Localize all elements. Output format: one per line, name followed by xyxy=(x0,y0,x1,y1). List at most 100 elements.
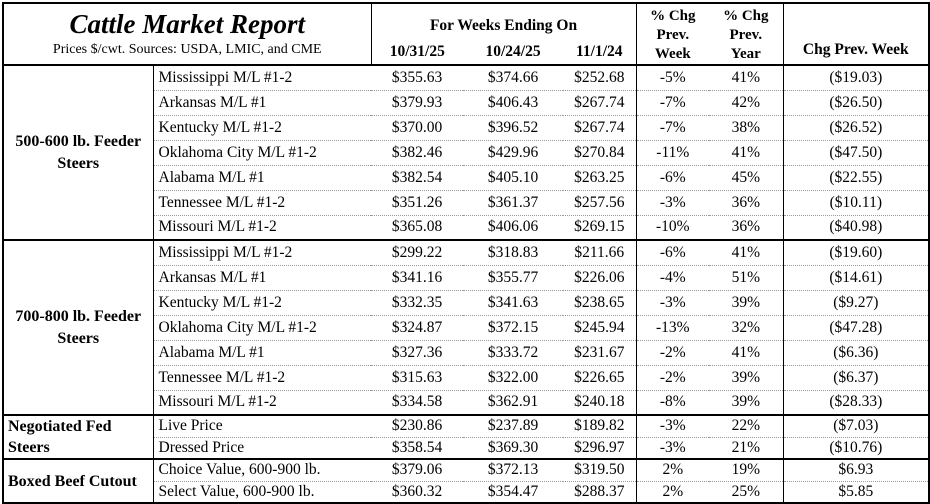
item-label: Mississippi M/L #1-2 xyxy=(153,239,372,265)
price-prev-year: $240.18 xyxy=(563,389,637,415)
price-prev-year: $238.65 xyxy=(563,289,637,315)
pct-chg-prev-year: 45% xyxy=(709,164,784,190)
price-current-week: $324.87 xyxy=(371,314,464,340)
price-prev-week: $333.72 xyxy=(463,339,564,365)
chg-prev-week: ($22.55) xyxy=(782,164,930,190)
pct-chg-prev-year: 41% xyxy=(709,339,784,365)
chg-prev-week: ($7.03) xyxy=(782,413,930,438)
price-prev-year: $189.82 xyxy=(563,413,637,438)
pct-chg-prev-week: -2% xyxy=(635,339,710,365)
chg-prev-week: ($19.03) xyxy=(782,64,930,90)
price-current-week: $315.63 xyxy=(371,364,464,390)
item-label: Missouri M/L #1-2 xyxy=(153,389,372,415)
price-prev-week: $237.89 xyxy=(463,413,564,438)
pct-chg-prev-year: 39% xyxy=(709,389,784,415)
pct-chg-prev-week: -4% xyxy=(635,264,710,290)
price-prev-week: $318.83 xyxy=(463,239,564,265)
price-prev-week: $372.15 xyxy=(463,314,564,340)
table-row: Kentucky M/L #1-2 $370.00 $396.52 $267.74 -7… xyxy=(3,114,930,140)
table-row: Tennessee M/L #1-2 $351.26 $361.37 $257.56-… xyxy=(3,189,930,215)
pct-chg-prev-week: -3% xyxy=(635,413,710,438)
pct-chg-week-line3: Week xyxy=(654,46,691,62)
price-prev-year: $252.68 xyxy=(563,64,637,90)
table-row: Alabama M/L #1 $327.36 $333.72 $231.67 -2% 41… xyxy=(3,339,930,365)
weeks-ending-header: For Weeks Ending On xyxy=(429,16,578,34)
chg-prev-week: ($6.37) xyxy=(782,364,930,390)
item-label: Kentucky M/L #1-2 xyxy=(153,114,372,140)
chg-prev-week: ($26.50) xyxy=(782,89,930,115)
date-column-1: 10/31/25 xyxy=(389,42,445,60)
chg-prev-week: ($26.52) xyxy=(782,114,930,140)
group-label: Boxed Beef Cutout xyxy=(3,458,154,504)
price-prev-week: $355.77 xyxy=(463,264,564,290)
item-label: Kentucky M/L #1-2 xyxy=(153,289,372,315)
report-title: Cattle Market Report xyxy=(69,9,306,39)
price-prev-year: $226.06 xyxy=(563,264,637,290)
chg-prev-week: ($47.50) xyxy=(782,139,930,165)
table-row: Dressed Price $358.54 $369.30 $296.97 -3% 21%… xyxy=(3,436,930,460)
price-prev-week: $322.00 xyxy=(463,364,564,390)
item-label: Select Value, 600-900 lb. xyxy=(153,480,372,504)
price-prev-week: $361.37 xyxy=(463,189,564,215)
pct-chg-prev-week: -13% xyxy=(635,314,710,340)
item-label: Oklahoma City M/L #1-2 xyxy=(153,314,372,340)
pct-chg-prev-week: 2% xyxy=(635,480,710,504)
price-prev-year: $296.97 xyxy=(563,436,637,460)
price-current-week: $358.54 xyxy=(371,436,464,460)
table-row: 500-600 lb. Feeder Steers Mississippi M/L… xyxy=(3,64,930,240)
report-body: 500-600 lb. Feeder Steers Mississippi M/L… xyxy=(3,64,930,504)
pct-chg-prev-year: 39% xyxy=(709,289,784,315)
table-row: Alabama M/L #1 $382.54 $405.10 $263.25 -6% 45… xyxy=(3,164,930,190)
table-row: Arkansas M/L #1 $341.16 $355.77 $226.06 -4% 5… xyxy=(3,264,930,290)
chg-prev-week: ($28.33) xyxy=(782,389,930,415)
group-label: 500-600 lb. Feeder Steers xyxy=(3,64,154,240)
chg-prev-week: $6.93 xyxy=(782,458,930,482)
group-label: Negotiated Fed Steers xyxy=(3,413,154,460)
item-label: Choice Value, 600-900 lb. xyxy=(153,458,372,482)
pct-chg-prev-week: -8% xyxy=(635,389,710,415)
price-prev-week: $374.66 xyxy=(463,64,564,90)
pct-chg-prev-year: 42% xyxy=(709,89,784,115)
price-current-week: $334.58 xyxy=(371,389,464,415)
item-label: Oklahoma City M/L #1-2 xyxy=(153,139,372,165)
table-row: Kentucky M/L #1-2 $332.35 $341.63 $238.65 -3… xyxy=(3,289,930,315)
pct-chg-prev-week: -11% xyxy=(635,139,710,165)
pct-chg-prev-year: 36% xyxy=(709,214,784,240)
table-row: Oklahoma City M/L #1-2 $324.87 $372.15 $245… xyxy=(3,314,930,340)
pct-chg-prev-week-header: % Chg Prev. Week xyxy=(635,3,710,65)
pct-chg-prev-year: 19% xyxy=(709,458,784,482)
pct-chg-prev-week: -7% xyxy=(635,114,710,140)
price-prev-week: $354.47 xyxy=(463,480,564,504)
item-label: Mississippi M/L #1-2 xyxy=(153,64,372,90)
chg-prev-week: ($10.76) xyxy=(782,436,930,460)
price-prev-week: $369.30 xyxy=(463,436,564,460)
price-prev-year: $319.50 xyxy=(563,458,637,482)
price-current-week: $327.36 xyxy=(371,339,464,365)
pct-chg-prev-year: 39% xyxy=(709,364,784,390)
pct-chg-prev-year: 41% xyxy=(709,239,784,265)
pct-chg-year-line1: % Chg xyxy=(723,8,769,24)
chg-prev-week: ($19.60) xyxy=(782,239,930,265)
pct-chg-prev-year: 41% xyxy=(709,139,784,165)
chg-prev-week: ($9.27) xyxy=(782,289,930,315)
group-label: 700-800 lb. Feeder Steers xyxy=(3,239,154,415)
price-prev-year: $257.56 xyxy=(563,189,637,215)
table-row: Boxed Beef Cutout Choice Value, 600-900 l… xyxy=(3,458,930,504)
price-prev-week: $406.43 xyxy=(463,89,564,115)
price-current-week: $379.06 xyxy=(371,458,464,482)
item-label: Missouri M/L #1-2 xyxy=(153,214,372,240)
pct-chg-prev-week: -3% xyxy=(635,289,710,315)
pct-chg-prev-year: 51% xyxy=(709,264,784,290)
item-label: Live Price xyxy=(153,413,372,438)
pct-chg-prev-year: 25% xyxy=(709,480,784,504)
price-current-week: $351.26 xyxy=(371,189,464,215)
chg-prev-week: ($40.98) xyxy=(782,214,930,240)
pct-chg-prev-week: -3% xyxy=(635,189,710,215)
price-prev-year: $270.84 xyxy=(563,139,637,165)
price-prev-week: $341.63 xyxy=(463,289,564,315)
price-prev-week: $396.52 xyxy=(463,114,564,140)
price-prev-year: $226.65 xyxy=(563,364,637,390)
chg-prev-week: ($6.36) xyxy=(782,339,930,365)
price-prev-week: $362.91 xyxy=(463,389,564,415)
